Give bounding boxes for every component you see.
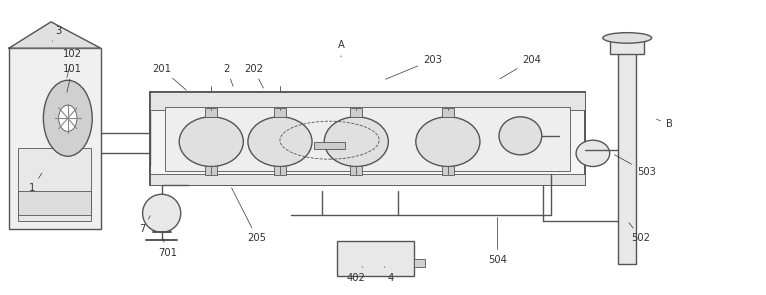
FancyBboxPatch shape [350, 108, 362, 117]
FancyBboxPatch shape [150, 92, 585, 186]
Text: 1: 1 [29, 173, 42, 194]
FancyBboxPatch shape [165, 106, 570, 171]
FancyBboxPatch shape [274, 108, 286, 117]
FancyBboxPatch shape [205, 166, 218, 175]
Text: 504: 504 [488, 217, 507, 265]
FancyBboxPatch shape [442, 166, 454, 175]
FancyBboxPatch shape [350, 166, 362, 175]
Ellipse shape [416, 117, 480, 166]
Text: 202: 202 [244, 64, 264, 88]
FancyBboxPatch shape [314, 142, 345, 149]
Ellipse shape [44, 80, 92, 156]
Ellipse shape [179, 117, 244, 166]
Text: 701: 701 [159, 238, 177, 258]
Ellipse shape [59, 105, 77, 132]
Ellipse shape [499, 117, 542, 155]
Ellipse shape [603, 33, 652, 43]
Text: 3: 3 [52, 26, 62, 41]
Text: 102: 102 [63, 49, 82, 78]
FancyBboxPatch shape [611, 39, 644, 54]
Ellipse shape [324, 117, 388, 166]
Text: 402: 402 [347, 267, 365, 283]
Text: 7: 7 [139, 216, 150, 234]
FancyBboxPatch shape [150, 92, 585, 109]
Text: 502: 502 [629, 223, 650, 243]
Ellipse shape [142, 194, 181, 232]
FancyBboxPatch shape [150, 174, 585, 186]
Text: A: A [338, 40, 345, 57]
Text: 101: 101 [63, 64, 82, 92]
Polygon shape [9, 22, 100, 48]
FancyBboxPatch shape [9, 48, 100, 229]
FancyBboxPatch shape [18, 148, 90, 221]
FancyBboxPatch shape [18, 191, 90, 215]
Text: 503: 503 [614, 155, 656, 177]
Text: 4: 4 [385, 267, 394, 283]
Text: 201: 201 [152, 64, 186, 90]
Text: B: B [656, 119, 673, 129]
FancyBboxPatch shape [414, 258, 425, 267]
Ellipse shape [248, 117, 312, 166]
Text: 204: 204 [500, 55, 542, 79]
Ellipse shape [576, 140, 610, 166]
FancyBboxPatch shape [337, 241, 414, 276]
FancyBboxPatch shape [274, 166, 286, 175]
FancyBboxPatch shape [205, 108, 218, 117]
Text: 205: 205 [231, 188, 267, 243]
Text: 2: 2 [224, 64, 233, 86]
FancyBboxPatch shape [618, 45, 637, 264]
FancyBboxPatch shape [442, 108, 454, 117]
Text: 203: 203 [385, 55, 442, 79]
